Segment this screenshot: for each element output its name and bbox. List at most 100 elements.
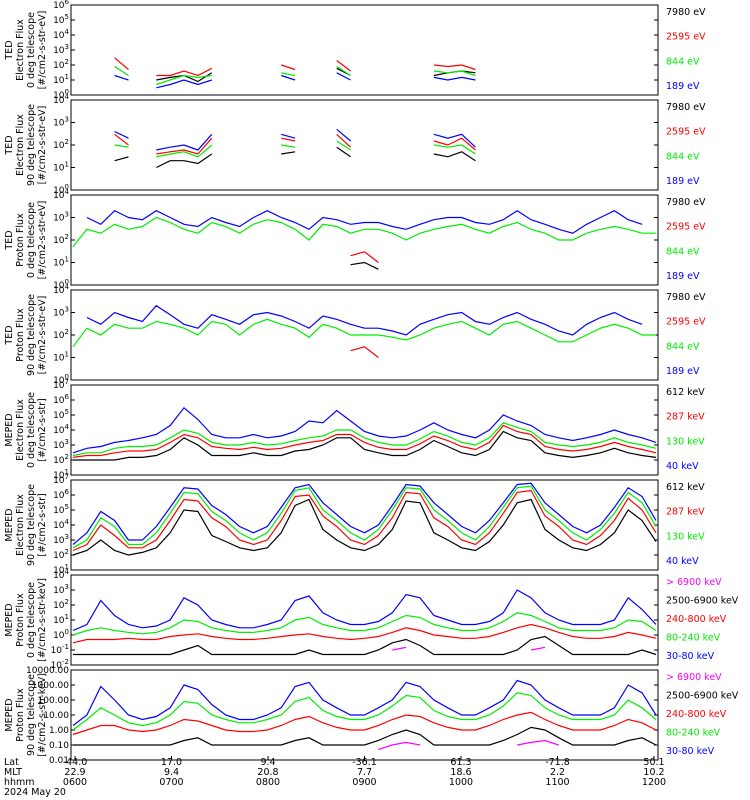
x-tick-label: 0900 xyxy=(352,777,376,788)
legend-entry: 189 eV xyxy=(666,176,700,187)
series-line-4 xyxy=(86,304,643,336)
panel-7: 104 103 102 101 100 10-1 10-2 MEPED Proton Flux 0… xyxy=(4,568,739,671)
legend-entry: 240-800 keV xyxy=(666,709,727,720)
y-tick-label: 0.10 xyxy=(49,741,69,751)
panel-4: 104 103 102 101 100 TED Proton Flux 90 deg tele… xyxy=(4,283,706,386)
series-line-4 xyxy=(72,482,657,545)
y-tick-label: 101 xyxy=(53,73,69,86)
x-axis-row-label: hhmm xyxy=(4,777,35,788)
y-tick-label: 0.01 xyxy=(49,756,69,766)
y-tick-label: 10.00 xyxy=(43,711,69,721)
y-axis-label: MEPED xyxy=(4,413,15,446)
x-tick-label: 0800 xyxy=(256,777,280,788)
y-tick-label: 103 xyxy=(53,211,69,224)
y-axis-label: 90 deg telescope xyxy=(26,104,37,186)
y-axis-label: TED xyxy=(4,135,15,155)
legend-entry: 612 keV xyxy=(666,482,705,493)
y-tick-label: 104 xyxy=(53,283,69,296)
y-axis-label: [#/cm2-s-str-eV] xyxy=(37,201,48,280)
y-tick-label: 101 xyxy=(53,256,69,269)
series-line-1 xyxy=(392,646,546,651)
x-tick-label: 9.4 xyxy=(164,767,179,778)
x-tick-label: 0700 xyxy=(159,777,183,788)
y-tick-label: 104 xyxy=(53,518,69,531)
legend-entry: 7980 eV xyxy=(666,197,706,208)
legend-entry: 40 keV xyxy=(666,556,699,567)
x-tick-label: 50.1 xyxy=(643,757,664,768)
legend-entry: 844 eV xyxy=(666,341,700,352)
y-tick-label: 104 xyxy=(53,423,69,436)
series-line-5 xyxy=(72,679,657,726)
x-tick-label: 10.2 xyxy=(643,767,664,778)
legend-entry: 844 eV xyxy=(666,246,700,257)
series-line-4 xyxy=(86,209,643,234)
y-axis-label: 90 deg telescope xyxy=(26,294,37,376)
y-tick-label: 100 xyxy=(53,183,69,196)
series-line-4 xyxy=(72,692,657,731)
y-tick-label: 100.00 xyxy=(38,696,70,706)
y-tick-label: 10000.00 xyxy=(26,666,69,676)
y-axis-label: MEPED xyxy=(4,698,15,731)
y-tick-label: 101 xyxy=(53,161,69,174)
y-axis-label: [#/cm2-s-str-keV] xyxy=(37,578,48,662)
series-line-3 xyxy=(72,623,657,644)
series-line-3 xyxy=(72,485,657,549)
y-tick-label: 102 xyxy=(53,548,69,561)
panel-5: 107 106 105 104 103 102 101 MEPED Electron Flux 0… xyxy=(4,378,705,481)
legend-entry: 189 eV xyxy=(666,81,700,92)
y-axis-label: Proton Flux xyxy=(15,308,26,362)
y-axis-label: Electron Flux xyxy=(15,19,26,81)
legend-entry: > 6900 keV xyxy=(666,577,722,588)
y-tick-label: 106 xyxy=(53,488,69,501)
y-tick-label: 102 xyxy=(53,328,69,341)
y-axis-label: Proton Flux xyxy=(15,688,26,742)
y-tick-label: 101 xyxy=(53,563,69,576)
y-axis-label: 90 deg telescope xyxy=(26,484,37,566)
y-axis-label: Electron Flux xyxy=(15,114,26,176)
y-tick-label: 101 xyxy=(53,468,69,481)
x-axis-row-label: Lat xyxy=(4,757,19,768)
legend-entry: 7980 eV xyxy=(666,102,706,113)
legend-entry: 40 keV xyxy=(666,461,699,472)
legend-entry: 2500-6900 keV xyxy=(666,596,739,607)
legend-entry: 287 keV xyxy=(666,507,705,518)
y-tick-label: 103 xyxy=(53,306,69,319)
y-axis-label: 90 deg telescope xyxy=(26,674,37,756)
series-line-2 xyxy=(73,726,657,746)
x-tick-label: -44.0 xyxy=(63,757,88,768)
legend-entry: 7980 eV xyxy=(666,292,706,303)
y-axis-label: [#/cm2-s-str-eV] xyxy=(37,106,48,185)
y-axis-label: [#/cm2-s-str] xyxy=(37,493,48,556)
y-tick-label: 104 xyxy=(53,93,69,106)
series-line-3 xyxy=(72,216,656,248)
x-tick-label: 61.3 xyxy=(450,757,471,768)
y-tick-label: 100 xyxy=(53,88,69,101)
x-tick-label: 2.2 xyxy=(550,767,565,778)
panel-2: 104 103 102 101 100 TED Electron Flux 90 deg te… xyxy=(4,93,706,196)
x-tick-label: 1200 xyxy=(642,777,666,788)
series-line-3 xyxy=(72,711,657,736)
series-line-3 xyxy=(72,318,656,348)
series-line-4 xyxy=(72,406,657,454)
legend-entry: 80-240 keV xyxy=(666,728,721,739)
series-line-1 xyxy=(73,430,657,461)
x-axis-row-label: MLT xyxy=(4,767,22,778)
legend-entry: > 6900 keV xyxy=(666,672,722,683)
y-axis-label: 0 deg telescope xyxy=(26,202,37,278)
y-axis-label: Electron Flux xyxy=(15,399,26,461)
y-tick-label: 103 xyxy=(53,583,69,596)
legend-entry: 2595 eV xyxy=(666,32,706,43)
y-tick-label: 104 xyxy=(53,28,69,41)
series-line-2 xyxy=(73,635,657,656)
y-axis-label: TED xyxy=(4,325,15,345)
legend-entry: 189 eV xyxy=(666,366,700,377)
panel-8: 10000.00 1000.00 100.00 10.00 1.00 0.10 0.01 ME… xyxy=(4,666,739,766)
legend-entry: 2500-6900 keV xyxy=(666,691,739,702)
legend-entry: 189 eV xyxy=(666,271,700,282)
y-tick-label: 102 xyxy=(53,233,69,246)
legend-entry: 612 keV xyxy=(666,387,705,398)
series-line-2 xyxy=(72,424,657,458)
